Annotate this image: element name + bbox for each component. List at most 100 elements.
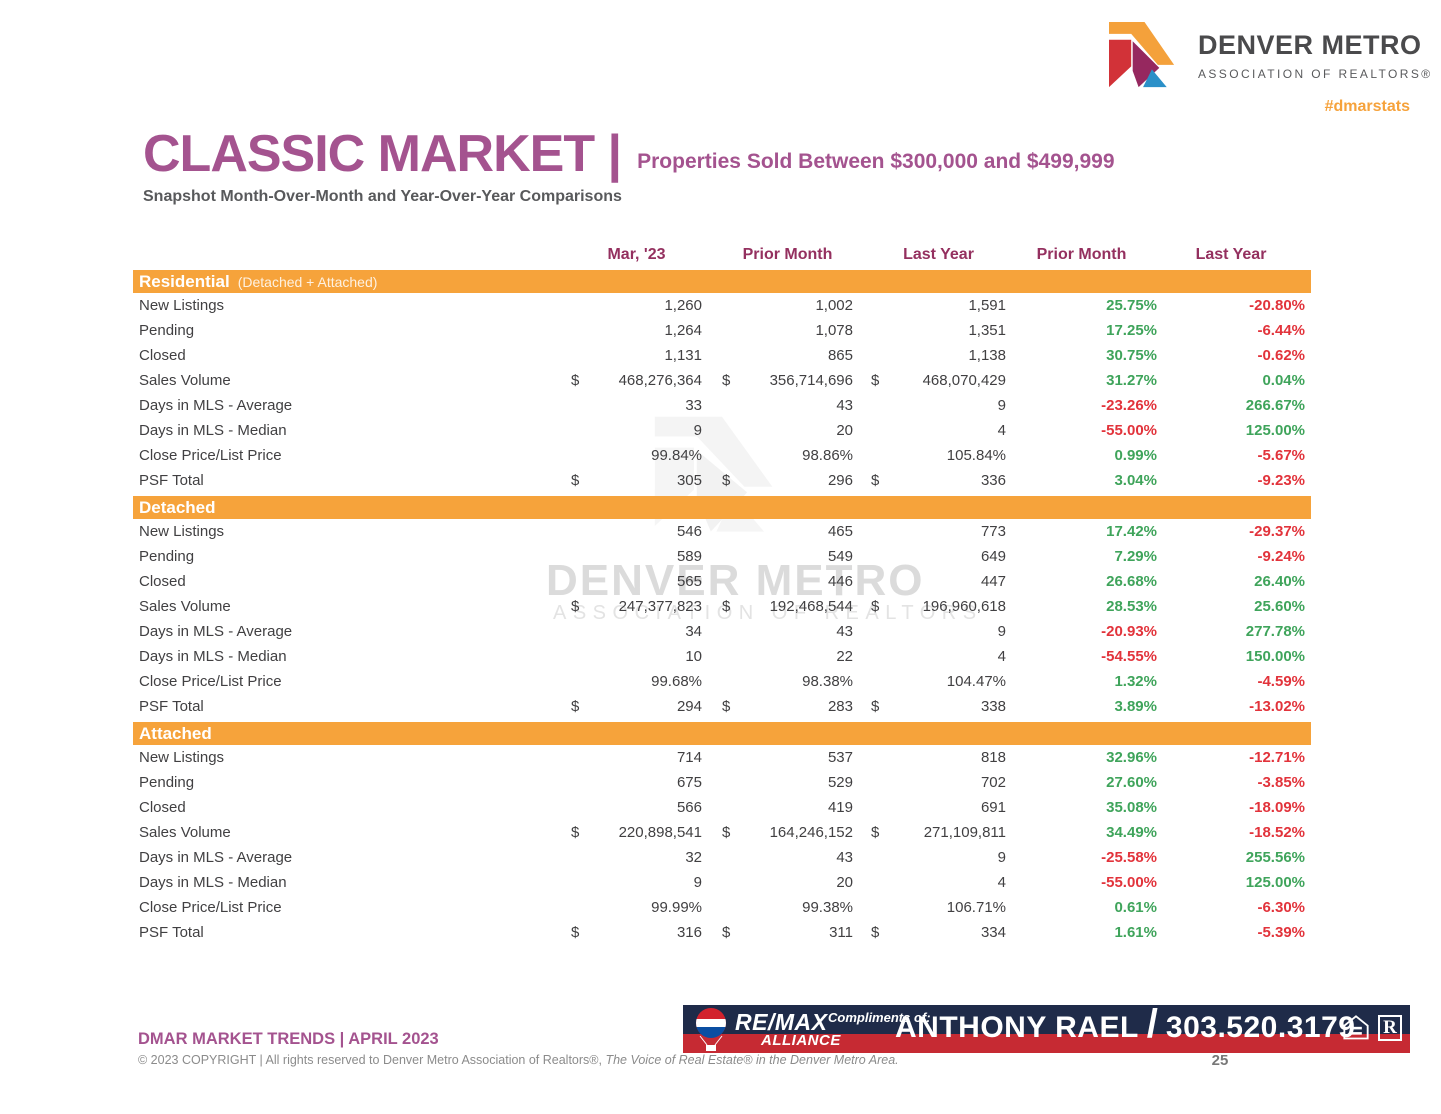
agent-contact: ANTHONY RAEL / 303.520.3179 [895,1005,1356,1046]
value-prior-month: 192,468,544 [769,598,853,615]
pct-change-last-year: -29.37% [1249,523,1305,540]
value-current-month: 1,264 [664,322,702,339]
pct-change-prior-month: 30.75% [1106,347,1157,364]
col-header-current-month: Mar, '23 [607,246,666,263]
section-rows-detached: New Listings 546 465 773 17.42% -29.37% … [133,519,1311,719]
row-label: Closed [139,573,186,590]
section-name: Attached [139,723,212,743]
agent-name: ANTHONY RAEL [895,1011,1139,1044]
value-last-year: 773 [980,523,1006,540]
currency-symbol: $ [722,372,731,389]
value-prior-month: 865 [827,347,853,364]
pct-change-prior-month: -55.00% [1101,874,1157,891]
pct-change-prior-month: 0.99% [1114,447,1157,464]
copyright-tagline: The Voice of Real Estate® in the Denver … [605,1053,899,1067]
compliments-label: Compliments of: [828,1010,931,1025]
row-label: Days in MLS - Average [139,849,293,866]
title-block: CLASSIC MARKET | Properties Sold Between… [143,128,1115,206]
value-prior-month: 99.38% [802,899,853,916]
row-label: New Listings [139,749,225,766]
currency-symbol: $ [722,824,731,841]
table-row: New Listings 714 537 818 32.96% -12.71% [133,745,1311,770]
agent-phone: 303.520.3179 [1165,1011,1356,1044]
value-prior-month: 22 [836,648,853,665]
table-row: Days in MLS - Average 33 43 9 -23.26% 26… [133,393,1311,418]
value-current-month: 99.68% [651,673,702,690]
pct-change-prior-month: 26.68% [1106,573,1157,590]
currency-symbol: $ [571,472,580,489]
pct-change-prior-month: 34.49% [1106,824,1157,841]
equal-housing-icon [1343,1015,1369,1040]
value-last-year: 4 [997,874,1006,891]
table-row: Sales Volume $247,377,823 $192,468,544 $… [133,594,1311,619]
pct-change-last-year: -5.67% [1257,447,1305,464]
row-label: Days in MLS - Median [139,648,287,665]
pct-change-last-year: 125.00% [1245,874,1305,891]
value-prior-month: 164,246,152 [769,824,853,841]
value-last-year: 271,109,811 [923,824,1006,841]
table-row: Close Price/List Price 99.84% 98.86% 105… [133,443,1311,468]
pct-change-last-year: 0.04% [1262,372,1305,389]
value-prior-month: 537 [827,749,853,766]
snapshot-caption: Snapshot Month-Over-Month and Year-Over-… [143,188,622,205]
value-last-year: 336 [980,472,1006,489]
col-header-prior-month-pct: Prior Month [1036,246,1127,263]
table-row: Days in MLS - Median 9 20 4 -55.00% 125.… [133,418,1311,443]
page-number: 25 [1211,1052,1229,1069]
value-prior-month: 98.38% [802,673,853,690]
value-last-year: 9 [997,397,1006,414]
value-current-month: 468,276,364 [618,372,702,389]
row-label: Closed [139,347,186,364]
value-current-month: 9 [693,874,702,891]
value-current-month: 305 [676,472,702,489]
page-subtitle: Properties Sold Between $300,000 and $49… [637,150,1115,173]
value-prior-month: 356,714,696 [769,372,853,389]
currency-symbol: $ [571,598,580,615]
dmarstats-hashtag: #dmarstats [1324,98,1410,115]
pct-change-prior-month: 31.27% [1106,372,1157,389]
remax-balloon-icon [696,1008,726,1051]
row-label: Days in MLS - Average [139,397,293,414]
value-last-year: 196,960,618 [922,598,1006,615]
pct-change-prior-month: 28.53% [1106,598,1157,615]
pct-change-prior-month: 3.89% [1114,698,1157,715]
pct-change-last-year: 266.67% [1245,397,1305,414]
pct-change-prior-month: 3.04% [1114,472,1157,489]
pct-change-prior-month: 7.29% [1114,548,1157,565]
table-header-row: Mar, '23 Prior Month Last Year Prior Mon… [133,243,1311,267]
copyright-text: © 2023 COPYRIGHT | All rights reserved t… [138,1053,606,1067]
currency-symbol: $ [722,598,731,615]
pct-change-last-year: -5.39% [1257,924,1305,941]
pct-change-last-year: -0.62% [1257,347,1305,364]
value-current-month: 294 [676,698,702,715]
value-current-month: 220,898,541 [618,824,702,841]
row-label: Close Price/List Price [139,673,282,690]
row-label: Sales Volume [139,824,231,841]
pct-change-last-year: -3.85% [1257,774,1305,791]
page-title: CLASSIC MARKET | [143,125,622,183]
value-prior-month: 419 [827,799,853,816]
value-current-month: 714 [676,749,702,766]
table-row: Pending 589 549 649 7.29% -9.24% [133,544,1311,569]
col-header-last-year: Last Year [903,246,974,263]
value-prior-month: 20 [836,874,853,891]
value-current-month: 9 [693,422,702,439]
value-last-year: 9 [997,623,1006,640]
value-last-year: 447 [980,573,1006,590]
value-prior-month: 549 [827,548,853,565]
value-last-year: 106.71% [946,899,1006,916]
dmar-logo-icon [1109,22,1175,88]
value-current-month: 10 [685,648,702,665]
banner-red-stripe [683,1034,1410,1053]
pct-change-last-year: -9.24% [1257,548,1305,565]
pct-change-last-year: 150.00% [1245,648,1305,665]
row-label: Close Price/List Price [139,447,282,464]
section-rows-attached: New Listings 714 537 818 32.96% -12.71% … [133,745,1311,945]
currency-symbol: $ [722,924,731,941]
value-last-year: 691 [980,799,1006,816]
value-last-year: 1,351 [968,322,1006,339]
pct-change-last-year: -20.80% [1249,297,1305,314]
value-prior-month: 43 [836,849,853,866]
row-label: Pending [139,774,195,791]
